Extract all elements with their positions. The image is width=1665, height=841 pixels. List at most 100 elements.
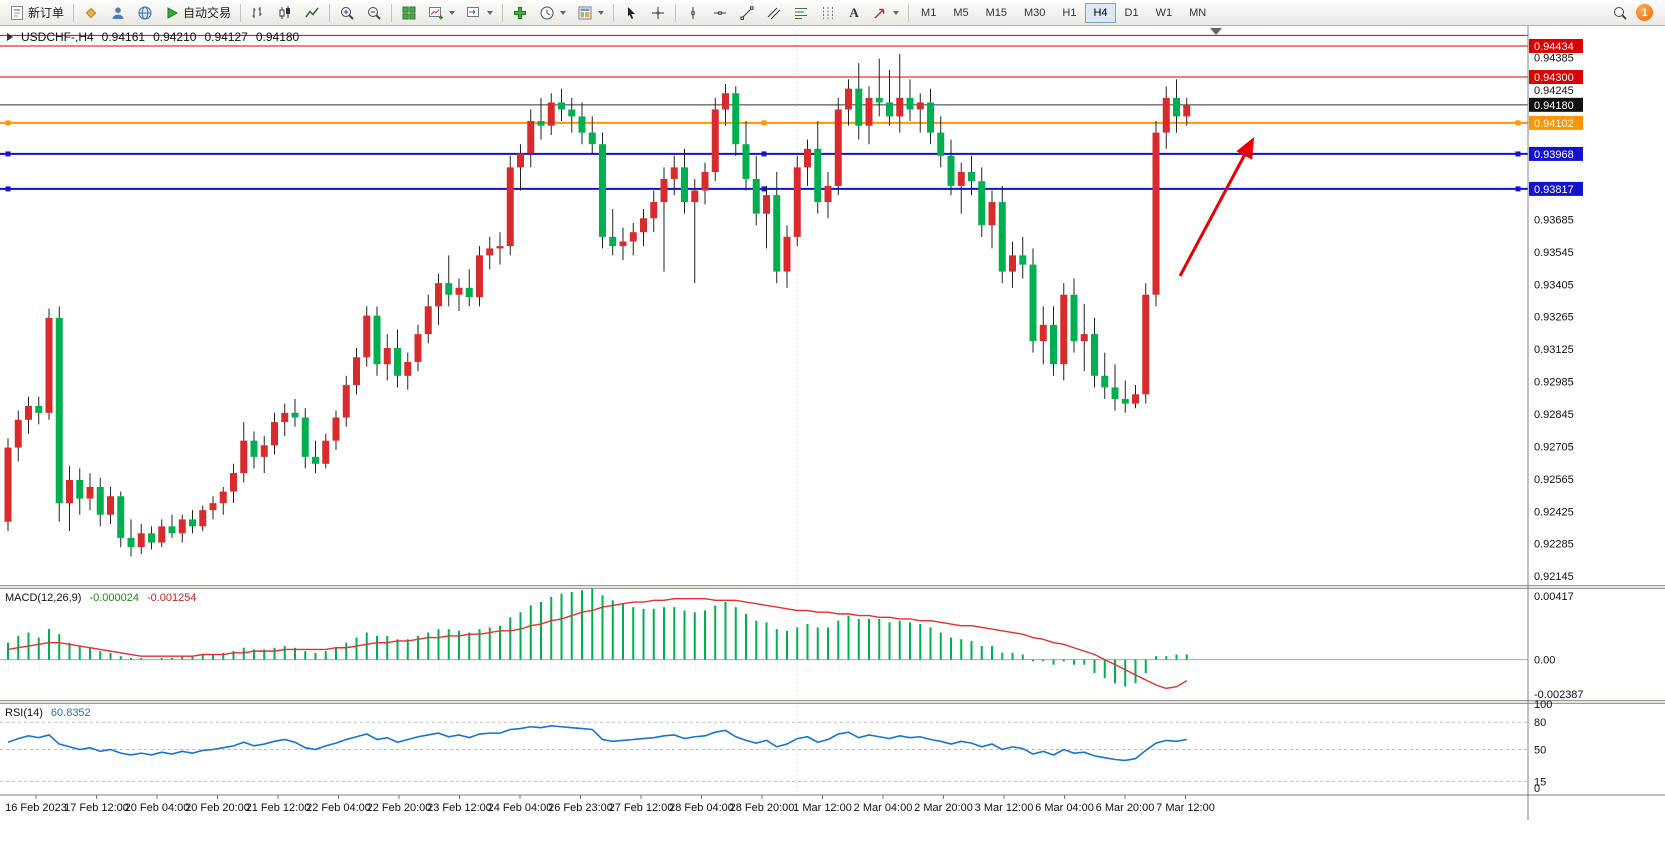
line-chart-button[interactable] bbox=[299, 2, 325, 24]
price-tick-label: 0.92845 bbox=[1534, 409, 1574, 421]
macd-label: MACD(12,26,9) -0.000024 -0.001254 bbox=[5, 592, 197, 604]
candle-body bbox=[670, 167, 678, 179]
candle-body bbox=[558, 102, 565, 110]
macd-signal-line bbox=[7, 597, 1188, 690]
time-label: 26 Feb 23:00 bbox=[548, 802, 613, 814]
candle-body bbox=[742, 144, 750, 179]
cursor-button[interactable] bbox=[618, 2, 644, 24]
candle-body bbox=[496, 246, 504, 249]
market-watch-icon bbox=[85, 7, 97, 18]
price-badge-label: 0.93968 bbox=[1534, 149, 1574, 161]
pane-divider[interactable] bbox=[0, 585, 1665, 589]
hline-handle[interactable] bbox=[1515, 151, 1521, 157]
candle-body bbox=[527, 121, 535, 154]
timeframe-button-m5[interactable]: M5 bbox=[945, 3, 976, 23]
hline-handle[interactable] bbox=[5, 120, 11, 126]
candle-body bbox=[4, 447, 12, 522]
toolbar-separator bbox=[502, 3, 504, 22]
time-label: 28 Feb 04:00 bbox=[669, 802, 734, 814]
autotrading-button[interactable]: 自动交易 bbox=[159, 2, 236, 24]
candle-body bbox=[1050, 324, 1057, 365]
candle-body bbox=[271, 422, 278, 446]
crosshair-button[interactable] bbox=[645, 2, 671, 24]
market-watch-button[interactable] bbox=[78, 2, 104, 24]
candle-body bbox=[404, 361, 412, 376]
toolbar-separator bbox=[613, 3, 615, 22]
candle-body bbox=[14, 419, 22, 448]
time-label: 6 Mar 20:00 bbox=[1096, 802, 1155, 814]
pane-divider[interactable] bbox=[0, 700, 1665, 704]
hline-handle[interactable] bbox=[5, 151, 11, 157]
trendline-tool-button[interactable] bbox=[734, 2, 760, 24]
time-label: 22 Feb 20:00 bbox=[367, 802, 432, 814]
horizontal-line-tool-button[interactable] bbox=[707, 2, 733, 24]
new-order-button[interactable]: 新订单 bbox=[4, 2, 69, 24]
candle-body bbox=[506, 167, 514, 247]
timeframe-button-m30[interactable]: M30 bbox=[1016, 3, 1053, 23]
periods-button[interactable] bbox=[534, 2, 571, 24]
timeframe-button-h1[interactable]: H1 bbox=[1054, 3, 1084, 23]
candlestick-chart-icon bbox=[279, 5, 291, 19]
candle-body bbox=[896, 97, 904, 117]
search-button[interactable] bbox=[1607, 2, 1633, 24]
globe-icon bbox=[138, 6, 152, 19]
candle-body bbox=[66, 480, 73, 504]
cycle-lines-icon bbox=[823, 6, 834, 19]
chart-window[interactable]: 0.943850.942450.941050.939650.938250.936… bbox=[0, 26, 1665, 841]
candle-body bbox=[711, 109, 719, 172]
chart-canvas[interactable]: 0.943850.942450.941050.939650.938250.936… bbox=[0, 26, 1665, 841]
hline-handle[interactable] bbox=[761, 120, 767, 126]
candle-body bbox=[568, 109, 576, 117]
cycle-lines-tool-button[interactable] bbox=[815, 2, 841, 24]
hline-handle[interactable] bbox=[761, 186, 767, 192]
price-tick-label: 0.92145 bbox=[1534, 571, 1574, 583]
timeframe-button-m1[interactable]: M1 bbox=[913, 3, 944, 23]
price-tick-label: 0.93405 bbox=[1534, 279, 1574, 291]
timeframe-button-mn[interactable]: MN bbox=[1181, 3, 1214, 23]
autotrading-label: 自动交易 bbox=[183, 6, 232, 20]
hline-handle[interactable] bbox=[1515, 120, 1521, 126]
candle-body bbox=[588, 132, 596, 145]
timeframe-button-w1[interactable]: W1 bbox=[1148, 3, 1181, 23]
zoom-in-button[interactable] bbox=[334, 2, 360, 24]
bar-chart-button[interactable] bbox=[245, 2, 271, 24]
notification-badge[interactable]: 1 bbox=[1636, 4, 1653, 21]
ohlc-open: 0.94161 bbox=[101, 30, 146, 44]
hline-handle[interactable] bbox=[761, 151, 767, 157]
new-chart-button[interactable] bbox=[423, 2, 460, 24]
candle-body bbox=[875, 97, 883, 103]
indicators-button[interactable] bbox=[507, 2, 533, 24]
candle-body bbox=[394, 348, 401, 376]
fibonacci-tool-button[interactable] bbox=[788, 2, 814, 24]
price-tick-label: 0.93545 bbox=[1534, 247, 1574, 259]
profiles-button[interactable] bbox=[461, 2, 498, 24]
text-tool-button[interactable]: A bbox=[842, 2, 866, 24]
tile-windows-button[interactable] bbox=[396, 2, 422, 24]
templates-button[interactable] bbox=[572, 2, 609, 24]
price-badge bbox=[1529, 146, 1583, 161]
vertical-line-tool-button[interactable] bbox=[680, 2, 706, 24]
channel-icon bbox=[767, 7, 781, 19]
time-label: 1 Mar 12:00 bbox=[793, 802, 852, 814]
candle-body bbox=[660, 178, 668, 203]
candle-body bbox=[1111, 387, 1119, 399]
hline-handle[interactable] bbox=[5, 186, 11, 192]
candle-body bbox=[414, 334, 422, 362]
timeframe-group: M1 M5 M15 M30 H1 H4 D1 W1 MN bbox=[913, 2, 1214, 23]
timeframe-button-d1[interactable]: D1 bbox=[1117, 3, 1147, 23]
data-window-button[interactable] bbox=[105, 2, 131, 24]
candle-body bbox=[701, 171, 709, 191]
community-button[interactable] bbox=[132, 2, 158, 24]
chart-shift-marker[interactable] bbox=[1210, 28, 1222, 35]
timeframe-button-h4[interactable]: H4 bbox=[1085, 2, 1116, 23]
candle-body bbox=[363, 315, 371, 358]
arrows-tool-button[interactable] bbox=[867, 2, 904, 24]
channel-tool-button[interactable] bbox=[761, 2, 787, 24]
hline-handle[interactable] bbox=[1515, 186, 1521, 192]
trend-arrow-annotation[interactable] bbox=[1178, 137, 1255, 277]
candlestick-chart-button[interactable] bbox=[272, 2, 298, 24]
one-click-trading-toggle[interactable] bbox=[7, 33, 13, 41]
zoom-out-button[interactable] bbox=[361, 2, 387, 24]
timeframe-button-m15[interactable]: M15 bbox=[978, 3, 1015, 23]
candle-body bbox=[486, 248, 494, 256]
